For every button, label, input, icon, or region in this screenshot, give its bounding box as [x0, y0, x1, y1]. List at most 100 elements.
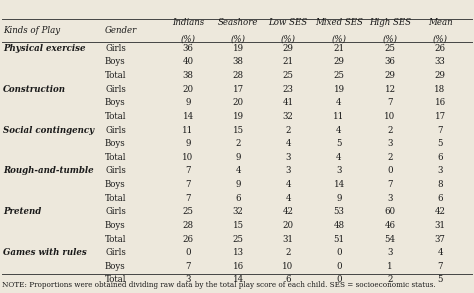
Text: 15: 15: [232, 126, 244, 134]
Text: 3: 3: [185, 275, 191, 285]
Text: 3: 3: [337, 166, 342, 176]
Text: 14: 14: [333, 180, 345, 189]
Text: 31: 31: [435, 221, 446, 230]
Text: 25: 25: [283, 71, 293, 80]
Text: 54: 54: [384, 235, 395, 243]
Text: 15: 15: [232, 221, 244, 230]
Text: 20: 20: [182, 85, 193, 94]
Text: 4: 4: [285, 180, 291, 189]
Text: Games with rules: Games with rules: [3, 248, 87, 257]
Text: 9: 9: [185, 139, 191, 148]
Text: 0: 0: [336, 248, 342, 257]
Text: 7: 7: [185, 180, 191, 189]
Text: Girls: Girls: [105, 126, 126, 134]
Text: 60: 60: [384, 207, 396, 216]
Text: 26: 26: [435, 44, 446, 53]
Text: Mean: Mean: [428, 18, 452, 27]
Text: 29: 29: [435, 71, 446, 80]
Text: Total: Total: [105, 194, 127, 203]
Text: High SES: High SES: [369, 18, 411, 27]
Text: 31: 31: [283, 235, 293, 243]
Text: 2: 2: [285, 248, 291, 257]
Text: Total: Total: [105, 235, 127, 243]
Text: 9: 9: [235, 180, 241, 189]
Text: 51: 51: [333, 235, 345, 243]
Text: 16: 16: [435, 98, 446, 107]
Text: Girls: Girls: [105, 248, 126, 257]
Text: 8: 8: [437, 180, 443, 189]
Text: Girls: Girls: [105, 85, 126, 94]
Text: NOTE: Proportions were obtained dividing raw data by the total play score of eac: NOTE: Proportions were obtained dividing…: [2, 281, 436, 289]
Text: (%): (%): [331, 34, 346, 43]
Text: 7: 7: [437, 262, 443, 271]
Text: 4: 4: [285, 139, 291, 148]
Text: 40: 40: [182, 57, 193, 67]
Text: 10: 10: [384, 112, 396, 121]
Text: (%): (%): [383, 34, 398, 43]
Text: 32: 32: [233, 207, 244, 216]
Text: Total: Total: [105, 275, 127, 285]
Text: Construction: Construction: [3, 85, 66, 94]
Text: 29: 29: [334, 57, 345, 67]
Text: 20: 20: [232, 98, 244, 107]
Text: 4: 4: [336, 153, 342, 162]
Text: 17: 17: [232, 85, 244, 94]
Text: 38: 38: [182, 71, 193, 80]
Text: 0: 0: [387, 166, 393, 176]
Text: 21: 21: [283, 57, 293, 67]
Text: Total: Total: [105, 153, 127, 162]
Text: 7: 7: [387, 98, 393, 107]
Text: 7: 7: [387, 180, 393, 189]
Text: 5: 5: [336, 139, 342, 148]
Text: Girls: Girls: [105, 166, 126, 176]
Text: Girls: Girls: [105, 44, 126, 53]
Text: 19: 19: [232, 44, 244, 53]
Text: 14: 14: [182, 112, 193, 121]
Text: 7: 7: [185, 194, 191, 203]
Text: 4: 4: [437, 248, 443, 257]
Text: Boys: Boys: [105, 180, 126, 189]
Text: 29: 29: [384, 71, 395, 80]
Text: 5: 5: [437, 275, 443, 285]
Text: 0: 0: [336, 275, 342, 285]
Text: 41: 41: [283, 98, 293, 107]
Text: Rough-and-tumble: Rough-and-tumble: [3, 166, 94, 176]
Text: 14: 14: [232, 275, 244, 285]
Text: 36: 36: [384, 57, 395, 67]
Text: 13: 13: [233, 248, 244, 257]
Text: 2: 2: [387, 126, 393, 134]
Text: 12: 12: [384, 85, 396, 94]
Text: 6: 6: [285, 275, 291, 285]
Text: 0: 0: [336, 262, 342, 271]
Text: Physical exercise: Physical exercise: [3, 44, 85, 53]
Text: 38: 38: [233, 57, 244, 67]
Text: 37: 37: [435, 235, 446, 243]
Text: 28: 28: [232, 71, 244, 80]
Text: 9: 9: [336, 194, 342, 203]
Text: 53: 53: [334, 207, 345, 216]
Text: 10: 10: [182, 153, 193, 162]
Text: 19: 19: [333, 85, 345, 94]
Text: Total: Total: [105, 71, 127, 80]
Text: 23: 23: [283, 85, 293, 94]
Text: 29: 29: [283, 44, 293, 53]
Text: 0: 0: [185, 248, 191, 257]
Text: 7: 7: [185, 166, 191, 176]
Text: (%): (%): [281, 34, 295, 43]
Text: Total: Total: [105, 112, 127, 121]
Text: 9: 9: [185, 98, 191, 107]
Text: 25: 25: [384, 44, 395, 53]
Text: 21: 21: [333, 44, 345, 53]
Text: 1: 1: [387, 262, 393, 271]
Text: 32: 32: [283, 112, 293, 121]
Text: 26: 26: [182, 235, 193, 243]
Text: 33: 33: [435, 57, 446, 67]
Text: 3: 3: [438, 166, 443, 176]
Text: Low SES: Low SES: [268, 18, 308, 27]
Text: 6: 6: [235, 194, 241, 203]
Text: 16: 16: [232, 262, 244, 271]
Text: 2: 2: [285, 126, 291, 134]
Text: 36: 36: [182, 44, 193, 53]
Text: 25: 25: [233, 235, 244, 243]
Text: 9: 9: [235, 153, 241, 162]
